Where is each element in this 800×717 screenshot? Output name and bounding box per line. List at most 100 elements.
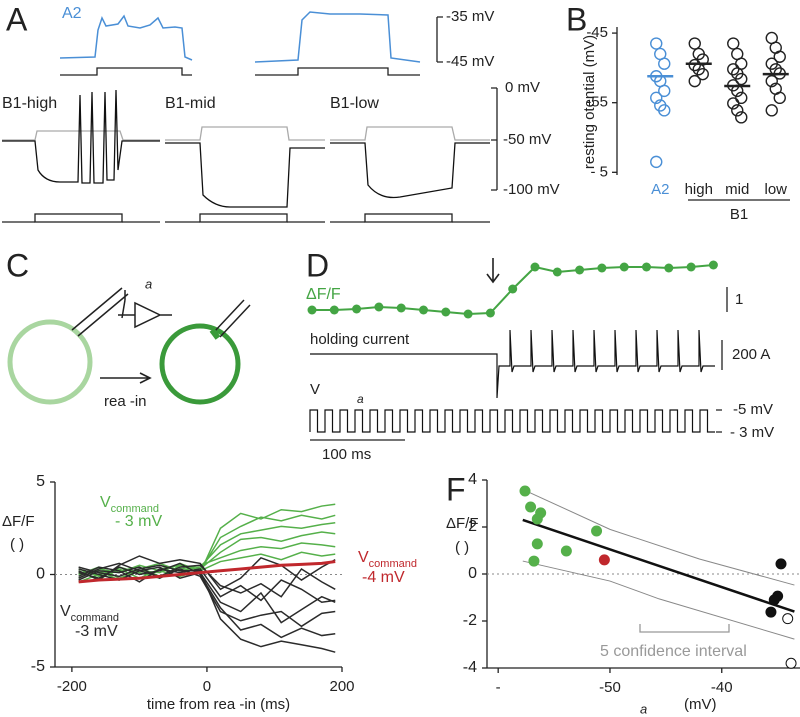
x-axis-label: a xyxy=(640,701,647,716)
arrow-label: rea -in xyxy=(104,393,147,410)
panel-label: F xyxy=(446,471,466,507)
group-label: B1 xyxy=(730,206,748,223)
annotation: -3 mV xyxy=(75,623,118,640)
dff-point xyxy=(485,308,495,318)
trace xyxy=(2,89,490,208)
point xyxy=(785,657,797,669)
series-line xyxy=(78,562,336,639)
point xyxy=(727,37,740,50)
point xyxy=(735,72,748,86)
annotation-sub: command xyxy=(111,503,159,515)
point xyxy=(591,525,603,537)
scale-label: - 3 mV xyxy=(730,424,774,441)
scale-label: -45 mV xyxy=(446,53,494,70)
y-tick-label: -5 xyxy=(31,658,45,675)
point xyxy=(658,57,671,70)
dff-point xyxy=(463,309,473,319)
scale-label: -5 mV xyxy=(733,401,773,418)
panel-label: D xyxy=(306,247,329,283)
scale-label: 0 mV xyxy=(505,79,540,96)
point xyxy=(650,155,663,169)
y-tick-label: -45 xyxy=(586,24,608,41)
cell xyxy=(7,319,93,405)
annotation: -4 mV xyxy=(362,569,405,586)
trace xyxy=(2,126,490,141)
point xyxy=(525,501,537,513)
point xyxy=(727,97,740,110)
y-tick-label: -55 xyxy=(586,94,608,111)
dff-point xyxy=(352,304,362,314)
y-tick-label: -2 xyxy=(463,612,477,629)
point xyxy=(765,104,778,117)
x-tick-label: low xyxy=(764,181,787,198)
scale-label: -100 mV xyxy=(503,181,560,198)
y-tick-label: -4 xyxy=(463,659,477,676)
dff-point xyxy=(552,267,562,277)
dff-point xyxy=(575,265,585,275)
dff-point xyxy=(374,302,384,312)
annotation-main: V xyxy=(60,603,71,620)
x-tick-label: - xyxy=(496,679,501,696)
point xyxy=(519,485,531,497)
point xyxy=(688,37,701,50)
annotation: Vcommand xyxy=(358,549,417,570)
dff-point xyxy=(530,262,540,272)
x-tick-label: mid xyxy=(725,181,749,198)
point xyxy=(696,67,709,81)
point xyxy=(765,606,777,618)
point xyxy=(560,545,572,557)
y-axis-label: resting otential (mV) xyxy=(581,35,598,169)
point xyxy=(650,91,663,105)
point xyxy=(688,74,701,88)
ci-bracket xyxy=(639,624,730,633)
panel-label: C xyxy=(6,247,29,283)
point xyxy=(688,58,701,72)
break-in xyxy=(209,328,221,340)
trace xyxy=(254,11,421,63)
point xyxy=(765,74,778,88)
x-tick-label: 0 xyxy=(203,678,211,695)
ci-line xyxy=(522,488,795,586)
scale-label: -50 mV xyxy=(503,131,551,148)
series-line xyxy=(78,562,336,598)
amp-label: a xyxy=(145,276,152,291)
y-tick-label: 4 xyxy=(468,471,477,488)
point xyxy=(773,91,786,105)
dff-point xyxy=(619,262,629,272)
cell xyxy=(159,323,241,405)
x-tick-label: A2 xyxy=(651,181,669,198)
trace-label: B1-low xyxy=(330,95,379,112)
ci-line xyxy=(522,560,795,640)
scale-bar xyxy=(436,16,443,63)
arrow xyxy=(486,258,500,284)
x-tick-label: -200 xyxy=(57,678,87,695)
trace-label: holding current xyxy=(310,331,410,348)
dff-point xyxy=(307,305,317,315)
annotation-main: V xyxy=(358,549,369,566)
annotation: - 3 mV xyxy=(115,513,162,530)
panel-label: A xyxy=(6,1,28,37)
dff-point xyxy=(642,262,651,272)
scale-label: 100 ms xyxy=(322,446,371,463)
y-tick-label: 5 xyxy=(36,473,45,490)
point xyxy=(535,507,547,519)
x-axis-label: time from rea -in (ms) xyxy=(147,696,290,713)
series-line xyxy=(78,542,336,578)
scale-label: 200 A xyxy=(732,346,770,363)
x-axis-unit: (mV) xyxy=(684,696,717,713)
scale-bar xyxy=(491,87,498,191)
trace-label: ΔF/F xyxy=(306,286,341,303)
dff-point xyxy=(664,263,674,273)
panel-label: B xyxy=(566,1,587,37)
trace xyxy=(59,14,193,61)
dff-point xyxy=(396,303,406,313)
stim-step xyxy=(199,213,288,223)
x-tick-label: high xyxy=(685,181,713,198)
arrow xyxy=(100,372,152,384)
annotation: Vcommand xyxy=(60,603,119,624)
trace-label: B1-mid xyxy=(165,95,216,112)
x-tick-label: -40 xyxy=(711,679,733,696)
scale-bar xyxy=(716,409,722,433)
